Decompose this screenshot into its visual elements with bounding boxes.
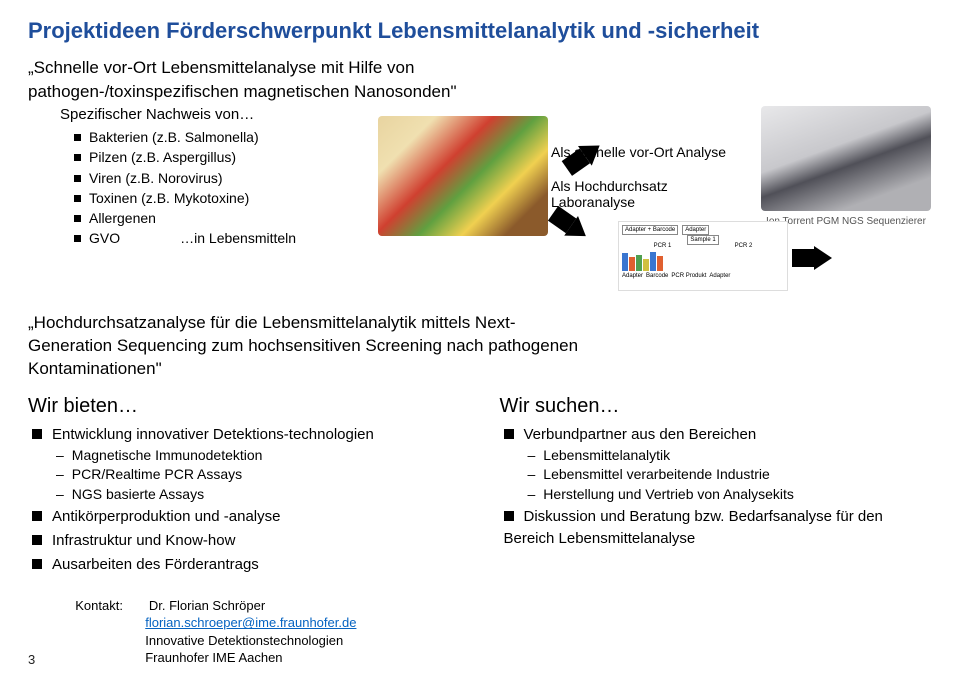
pcr-label: PCR Produkt bbox=[671, 273, 706, 279]
contact-dept: Innovative Detektionstechnologien bbox=[145, 633, 343, 648]
page-title: Projektideen Förderschwerpunkt Lebensmit… bbox=[28, 18, 931, 44]
food-products-image bbox=[378, 116, 548, 236]
lab-photo bbox=[761, 106, 931, 211]
we-offer-head: Wir bieten… bbox=[28, 395, 460, 418]
detection-list-block: Spezifischer Nachweis von… Bakterien (z.… bbox=[28, 106, 368, 296]
diagram-area: Als schnelle vor-Ort Analyse Als Hochdur… bbox=[378, 106, 931, 296]
offer-subitem: NGS basierte Assays bbox=[56, 485, 460, 505]
pcr-box: Adapter bbox=[682, 225, 709, 235]
seek-subitem: Herstellung und Vertrieb von Analysekits bbox=[528, 485, 932, 505]
offer-item: Antikörperproduktion und -analyse bbox=[32, 506, 460, 528]
page-number: 3 bbox=[28, 652, 35, 667]
contact-label: Kontakt: bbox=[75, 597, 145, 615]
pcr-box: Adapter + Barcode bbox=[622, 225, 678, 235]
offer-subitem: Magnetische Immunodetektion bbox=[56, 446, 460, 466]
highthroughput-label: Als Hochdurchsatz Laboranalyse bbox=[551, 178, 751, 210]
seek-item: Diskussion und Beratung bzw. Bedarfsanal… bbox=[504, 506, 932, 550]
contact-email-link[interactable]: florian.schroeper@ime.fraunhofer.de bbox=[145, 615, 356, 630]
in-food-label: …in Lebensmitteln bbox=[180, 230, 296, 246]
detection-item: Toxinen (z.B. Mykotoxine) bbox=[74, 188, 368, 208]
pcr-step-label: PCR 2 bbox=[735, 243, 753, 249]
pcr-label: Barcode bbox=[646, 273, 668, 279]
onsite-analysis-label: Als schnelle vor-Ort Analyse bbox=[551, 144, 751, 160]
seek-subitem: Lebensmittel verarbeitende Industrie bbox=[528, 465, 932, 485]
detection-item: Allergenen bbox=[74, 208, 368, 228]
we-seek-head: Wir suchen… bbox=[500, 395, 932, 418]
we-seek-column: Wir suchen… Verbundpartner aus den Berei… bbox=[500, 395, 932, 578]
seek-subitem: Lebensmittelanalytik bbox=[528, 446, 932, 466]
project-quote-2: „Hochdurchsatzanalyse für die Lebensmitt… bbox=[28, 312, 588, 381]
pcr-step-label: PCR 1 bbox=[654, 243, 672, 249]
contact-block: Kontakt: Dr. Florian Schröper florian.sc… bbox=[75, 597, 356, 667]
contact-name: Dr. Florian Schröper bbox=[149, 598, 265, 613]
detection-list-head: Spezifischer Nachweis von… bbox=[60, 106, 368, 123]
we-offer-column: Wir bieten… Entwicklung innovativer Dete… bbox=[28, 395, 460, 578]
pcr-label: Adapter bbox=[709, 273, 730, 279]
detection-item: GVO…in Lebensmitteln bbox=[74, 228, 368, 248]
offer-subitem: PCR/Realtime PCR Assays bbox=[56, 465, 460, 485]
seek-item: Verbundpartner aus den Bereichen Lebensm… bbox=[504, 424, 932, 505]
contact-org: Fraunhofer IME Aachen bbox=[145, 650, 282, 665]
project-quote-1-line2: pathogen-/toxinspezifischen magnetischen… bbox=[28, 82, 931, 102]
pcr-sample-box: Sample 1 bbox=[687, 235, 718, 245]
project-quote-1-line1: „Schnelle vor-Ort Lebensmittelanalyse mi… bbox=[28, 58, 931, 78]
offer-item: Ausarbeiten des Förderantrags bbox=[32, 554, 460, 576]
detection-item: Bakterien (z.B. Salmonella) bbox=[74, 127, 368, 147]
pcr-workflow-diagram: Adapter + Barcode Adapter Sample 1 PCR 1… bbox=[618, 221, 788, 291]
offer-item: Infrastruktur und Know-how bbox=[32, 530, 460, 552]
offer-item: Entwicklung innovativer Detektions-techn… bbox=[32, 424, 460, 505]
detection-item: Pilzen (z.B. Aspergillus) bbox=[74, 147, 368, 167]
pcr-label: Adapter bbox=[622, 273, 643, 279]
detection-item: Viren (z.B. Norovirus) bbox=[74, 168, 368, 188]
